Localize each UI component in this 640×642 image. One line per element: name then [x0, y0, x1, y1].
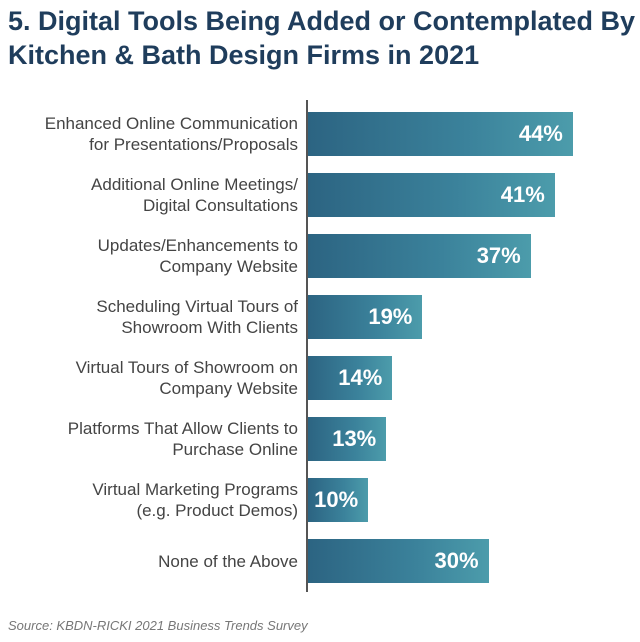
value-label: 14%: [338, 365, 383, 390]
value-label: 13%: [332, 426, 377, 451]
bar: [308, 173, 555, 217]
bar: [308, 356, 393, 400]
category-label: Additional Online Meetings/ Digital Cons…: [91, 175, 298, 215]
value-label: 30%: [434, 548, 479, 573]
value-label: 41%: [500, 182, 545, 207]
value-label: 19%: [368, 304, 413, 329]
category-label: Scheduling Virtual Tours of Showroom Wit…: [96, 297, 298, 337]
bar: [308, 112, 573, 156]
category-label: Platforms That Allow Clients to Purchase…: [67, 419, 298, 459]
category-label: Virtual Tours of Showroom on Company Web…: [75, 358, 298, 398]
category-label: Virtual Marketing Programs (e.g. Product…: [92, 480, 298, 520]
bar: [308, 539, 489, 583]
category-label: Enhanced Online Communication for Presen…: [44, 114, 298, 154]
chart-title: 5. Digital Tools Being Added or Contempl…: [8, 6, 636, 70]
bar: [308, 417, 387, 461]
value-label: 44%: [518, 121, 563, 146]
bar: [308, 234, 531, 278]
value-label: 37%: [476, 243, 521, 268]
bar: [308, 478, 369, 522]
value-label: 10%: [314, 487, 359, 512]
category-label: Updates/Enhancements to Company Website: [97, 236, 298, 276]
bar: [308, 295, 423, 339]
category-label: None of the Above: [158, 551, 298, 571]
axis-line: [306, 100, 308, 592]
source-note: Source: KBDN-RICKI 2021 Business Trends …: [8, 618, 308, 633]
